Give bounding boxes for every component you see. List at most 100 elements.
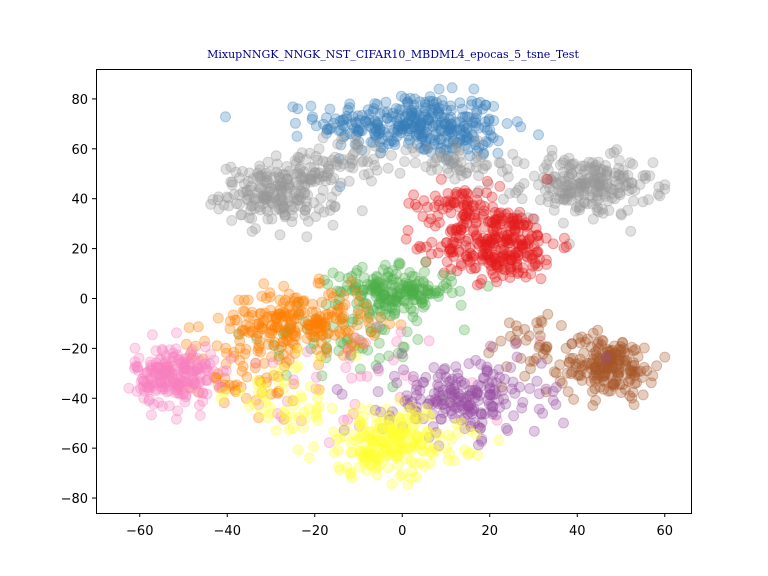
scatter-point [407,305,419,317]
scatter-point [592,194,604,206]
scatter-point [422,201,433,213]
scatter-point [299,209,311,221]
scatter-point [654,190,666,202]
scatter-point [179,358,191,370]
scatter-point [409,121,420,133]
scatter-point [429,117,441,129]
scatter-point [305,100,317,112]
scatter-point [283,288,295,300]
scatter-point [589,375,601,387]
scatter-point [446,128,458,140]
series-5 [159,273,407,425]
scatter-point [278,202,290,214]
scatter-point [152,364,164,376]
y-tick-label: −60 [61,442,88,457]
scatter-point [445,270,457,282]
scatter-point [599,190,611,202]
scatter-point [256,290,268,302]
scatter-point [296,392,308,404]
scatter-point [586,157,598,169]
scatter-point [443,195,455,207]
scatter-point [367,282,379,294]
scatter-point [291,292,303,304]
scatter-point [321,342,333,354]
scatter-point [417,211,429,222]
scatter-point [201,388,213,400]
scatter-point [166,355,178,367]
scatter-point [419,126,431,138]
scatter-point [359,337,371,349]
scatter-point [626,360,638,372]
series-1 [220,82,544,193]
scatter-point [408,121,420,133]
scatter-point [476,408,488,420]
scatter-point [455,258,467,270]
scatter-point [462,188,474,200]
scatter-point [512,268,524,279]
scatter-point [300,195,312,207]
scatter-point [488,100,500,112]
scatter-point [354,363,366,375]
scatter-point [591,181,603,193]
scatter-point [396,348,408,360]
scatter-point [471,151,483,163]
scatter-point [489,233,501,245]
scatter-point [418,293,430,304]
scatter-point [459,111,471,123]
scatter-point [472,449,484,461]
scatter-point [414,123,426,135]
scatter-point [367,137,379,148]
scatter-point [406,285,417,297]
scatter-point [304,381,316,392]
scatter-point [448,250,460,262]
scatter-point [411,138,423,150]
scatter-point [402,224,414,236]
scatter-point [621,355,633,367]
scatter-point [496,252,508,263]
scatter-point [602,385,614,397]
scatter-point [588,348,600,360]
scatter-point [333,326,345,337]
scatter-point [602,359,614,371]
scatter-point [605,349,617,361]
scatter-point [446,142,458,154]
scatter-point [370,360,382,372]
scatter-point [557,217,569,229]
scatter-point [533,388,545,400]
scatter-point [498,239,509,250]
scatter-point [308,325,320,337]
scatter-point [205,348,217,360]
scatter-point [597,164,609,176]
scatter-point [386,287,398,299]
scatter-point [629,378,641,390]
scatter-point [161,365,173,377]
scatter-point [236,209,248,221]
scatter-point [435,173,447,185]
scatter-point [178,375,190,387]
scatter-point [161,365,173,377]
scatter-point [596,339,607,351]
scatter-point [420,140,432,152]
scatter-point [255,308,267,319]
scatter-point [260,397,271,409]
scatter-point [470,156,482,168]
scatter-point [558,194,570,206]
scatter-point [285,200,297,212]
scatter-point [220,163,232,175]
scatter-point [615,341,627,352]
scatter-point [486,217,498,229]
scatter-point [336,388,348,400]
scatter-point [334,285,346,297]
scatter-point [487,229,499,241]
scatter-point [402,98,414,110]
scatter-point [395,90,407,102]
scatter-point [287,328,299,340]
scatter-point [382,266,394,278]
scatter-point [572,332,584,344]
scatter-point [470,216,482,228]
scatter-point [363,316,375,328]
scatter-point [269,193,281,205]
scatter-point [321,343,333,355]
scatter-point [239,306,251,318]
scatter-point [297,297,309,309]
